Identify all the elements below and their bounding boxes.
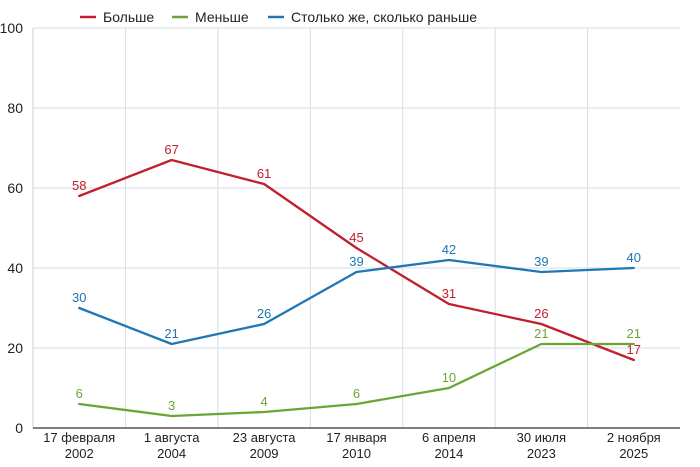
grid-lines xyxy=(33,27,680,428)
data-label: 61 xyxy=(257,166,271,181)
data-label: 6 xyxy=(76,386,83,401)
data-label: 4 xyxy=(260,394,267,409)
y-tick-label: 100 xyxy=(0,20,23,36)
data-label: 21 xyxy=(164,326,178,341)
data-label: 6 xyxy=(353,386,360,401)
data-label: 67 xyxy=(164,142,178,157)
data-label: 45 xyxy=(349,230,363,245)
x-tick-label: 2025 xyxy=(619,446,648,461)
series-lines xyxy=(78,158,635,418)
legend-label: Меньше xyxy=(195,9,249,25)
data-labels: 58 67 61 45 31 26 17 6 3 4 6 10 21 21 30 21 26 39 42 39 40 xyxy=(72,142,641,413)
series-line-2 xyxy=(78,342,635,418)
legend-label: Больше xyxy=(103,9,154,25)
y-tick-label: 60 xyxy=(7,180,23,196)
x-tick-label: 2004 xyxy=(157,446,186,461)
data-label: 17 xyxy=(627,342,641,357)
data-label: 26 xyxy=(257,306,271,321)
data-label: 42 xyxy=(442,242,456,257)
y-tick-label: 0 xyxy=(15,420,23,436)
data-label: 39 xyxy=(349,254,363,269)
data-label: 21 xyxy=(627,326,641,341)
x-tick-label: 6 апреля xyxy=(422,430,476,445)
legend: Больше Меньше Столько же, сколько раньше xyxy=(80,9,477,25)
x-tick-label: 2014 xyxy=(434,446,463,461)
x-tick-label: 23 августа xyxy=(233,430,297,445)
data-label: 26 xyxy=(534,306,548,321)
series-line-3 xyxy=(78,258,635,346)
x-tick-label: 2023 xyxy=(527,446,556,461)
x-tick-label: 2 ноября xyxy=(607,430,661,445)
data-label: 58 xyxy=(72,178,86,193)
x-tick-label: 17 февраля xyxy=(43,430,115,445)
data-label: 31 xyxy=(442,286,456,301)
y-tick-label: 20 xyxy=(7,340,23,356)
x-tick-label: 1 августа xyxy=(144,430,200,445)
data-label: 30 xyxy=(72,290,86,305)
data-label: 39 xyxy=(534,254,548,269)
y-tick-label: 40 xyxy=(7,260,23,276)
series-line-1 xyxy=(78,158,635,362)
data-label: 21 xyxy=(534,326,548,341)
data-label: 10 xyxy=(442,370,456,385)
x-tick-label: 2010 xyxy=(342,446,371,461)
y-tick-label: 80 xyxy=(7,100,23,116)
x-tick-label: 2002 xyxy=(65,446,94,461)
x-tick-label: 30 июля xyxy=(517,430,566,445)
data-label: 40 xyxy=(627,250,641,265)
data-label: 3 xyxy=(168,398,175,413)
legend-label: Столько же, сколько раньше xyxy=(291,9,477,25)
x-tick-label: 17 января xyxy=(326,430,386,445)
x-tick-label: 2009 xyxy=(250,446,279,461)
